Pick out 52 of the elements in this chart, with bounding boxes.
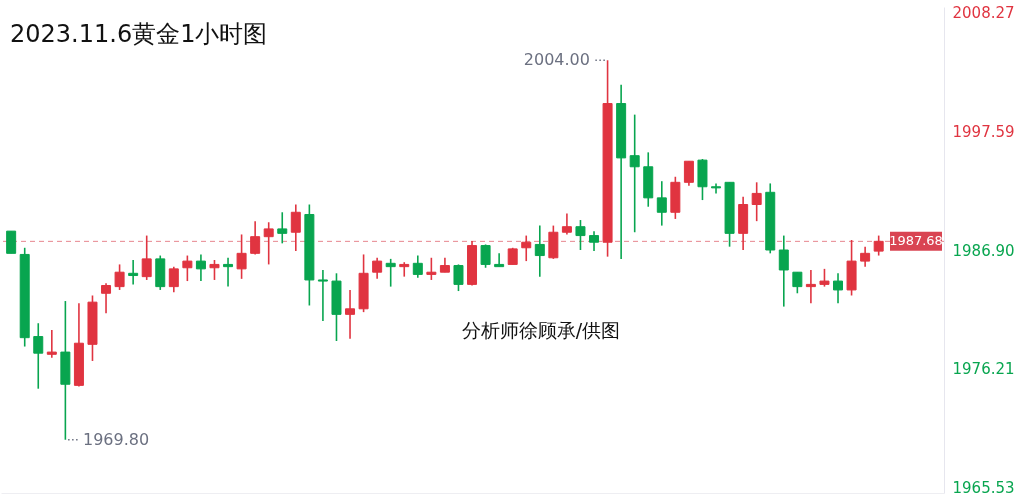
annotation: 分析师徐顾承/供图 — [461, 319, 621, 341]
candlestick — [345, 289, 356, 340]
y-tick-label: 1976.21 — [952, 360, 1015, 379]
candlestick — [399, 261, 410, 278]
candlestick — [805, 269, 816, 305]
candlestick — [209, 259, 220, 281]
candlestick — [589, 230, 600, 252]
candlestick — [168, 265, 179, 293]
candlestick — [833, 272, 844, 305]
candlestick — [114, 263, 125, 291]
candlestick — [453, 263, 464, 292]
candlestick — [480, 243, 491, 269]
candlestick — [128, 259, 139, 286]
candlestick — [494, 252, 505, 268]
candlestick — [372, 256, 383, 280]
candlestick — [656, 180, 667, 227]
candlestick — [195, 253, 206, 282]
candlestick — [182, 254, 193, 282]
candlestick — [683, 160, 694, 187]
candlestick — [629, 113, 640, 234]
candlestick — [426, 256, 437, 281]
candlestick — [792, 271, 803, 295]
candlestick — [290, 203, 301, 252]
candlestick — [778, 234, 789, 308]
candlestick — [223, 256, 234, 288]
candlestick — [575, 219, 586, 251]
candlestick — [521, 234, 532, 262]
candlestick — [751, 181, 762, 222]
candlestick — [561, 212, 572, 236]
candlestick — [317, 269, 328, 322]
candlestick — [101, 282, 112, 315]
y-tick-label: 2008.27 — [952, 4, 1015, 23]
y-tick-label: 1986.90 — [952, 241, 1015, 260]
candlestick — [873, 234, 884, 257]
annotation: 2004.00 — [523, 50, 590, 70]
candlestick — [236, 233, 247, 280]
candlestick — [250, 220, 261, 256]
candlestick — [385, 258, 396, 288]
candlestick — [33, 322, 44, 390]
candlestick — [277, 211, 288, 245]
candlestick — [412, 254, 423, 279]
y-tick-label: 1965.53 — [952, 478, 1015, 495]
candlestick — [141, 234, 152, 281]
candlestick — [263, 221, 274, 266]
candlestick — [6, 230, 17, 255]
candlestick — [46, 329, 57, 359]
annotation: 1969.80 — [82, 429, 150, 449]
ref-line-label: 1987.68 — [889, 233, 943, 249]
candlestick — [534, 224, 545, 278]
text: 2023.11.6黄金1小时图 — [10, 20, 268, 48]
candlestick — [860, 245, 871, 268]
y-tick-label: 1997.59 — [952, 122, 1015, 141]
